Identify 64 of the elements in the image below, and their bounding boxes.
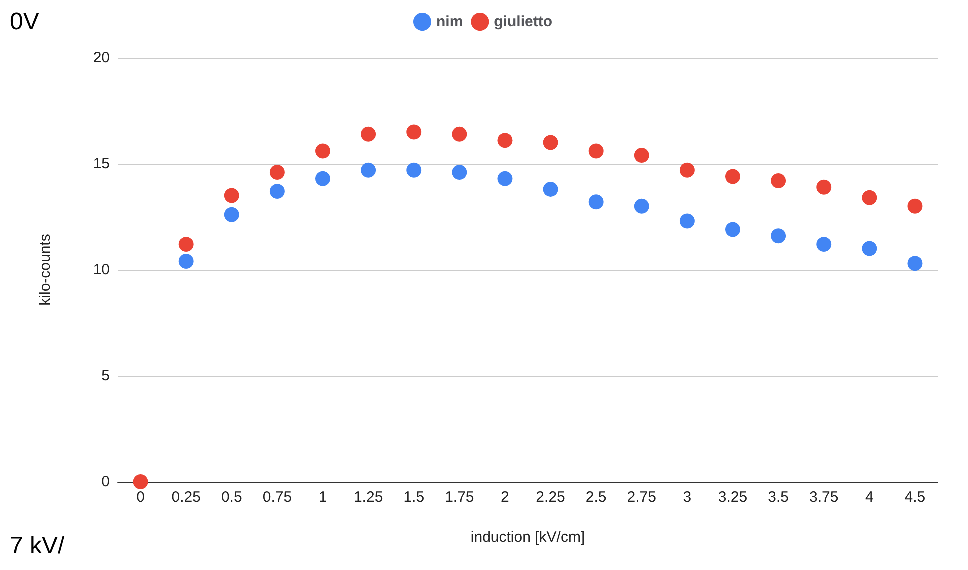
x-tick-label: 0.25 (172, 489, 201, 506)
point (634, 148, 650, 164)
point (726, 169, 740, 184)
x-tick-label: 3.5 (768, 489, 789, 506)
x-tick-label: 4.5 (904, 489, 926, 506)
point (634, 198, 650, 214)
point (498, 133, 513, 148)
point (908, 256, 923, 272)
x-tick-label: 0.75 (262, 489, 292, 506)
x-tick-label: 2 (501, 489, 510, 506)
point (726, 222, 740, 238)
point (771, 228, 786, 244)
point (816, 180, 832, 195)
x-axis-title: induction [kV/cm] (470, 529, 586, 546)
y-axis-title: kilo-counts (37, 234, 54, 306)
y-tick-label: 15 (93, 156, 110, 172)
point (133, 474, 148, 490)
x-tick-label: 3.25 (718, 489, 748, 506)
point (406, 124, 422, 140)
x-tick-label: 1 (318, 489, 328, 506)
y-tick-label: 0 (102, 474, 110, 490)
y-tick-label: 5 (102, 368, 110, 384)
point (816, 237, 832, 252)
x-tick-label: 1.75 (445, 489, 474, 506)
point (862, 241, 878, 256)
y-tick-label: 20 (93, 50, 110, 66)
point (224, 207, 240, 222)
point (316, 171, 330, 186)
x-tick-label: 4 (865, 489, 874, 506)
x-tick-label: 2.5 (586, 489, 607, 506)
x-tick-label: 0 (136, 489, 145, 506)
point (771, 173, 786, 188)
text: 7 kV/ (10, 532, 66, 560)
y-tick-label: 10 (93, 262, 110, 278)
x-tick-label: 2.75 (627, 489, 656, 506)
point (498, 171, 513, 186)
point (680, 162, 695, 178)
point (862, 190, 878, 206)
point (270, 184, 285, 200)
x-tick-label: 2.25 (536, 489, 566, 506)
point (361, 162, 376, 178)
point (224, 188, 240, 204)
point (361, 126, 376, 142)
x-tick-label: 3.75 (810, 489, 839, 506)
point (270, 164, 285, 180)
point (543, 182, 558, 197)
point (178, 237, 194, 252)
point (680, 214, 695, 229)
point (452, 164, 468, 180)
x-tick-label: 0.5 (221, 489, 242, 506)
x-tick-label: 1.25 (354, 489, 384, 506)
point (588, 194, 604, 210)
text: 0V (10, 8, 40, 36)
point (178, 254, 194, 270)
point (543, 135, 558, 150)
point (908, 198, 923, 214)
point (406, 162, 422, 178)
x-tick-label: 3 (683, 489, 692, 506)
legend-label: giulietto (494, 14, 552, 30)
point (316, 144, 330, 159)
legend-label: nim (436, 14, 464, 30)
x-tick-label: 1.5 (404, 489, 425, 506)
point (588, 144, 604, 159)
point (452, 126, 468, 142)
